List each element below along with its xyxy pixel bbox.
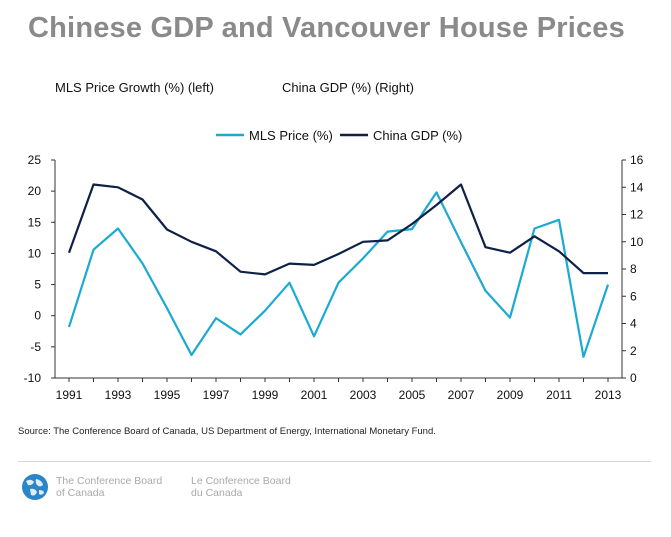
footer-org-name-fr: Le Conference Board du Canada bbox=[191, 475, 291, 499]
left-tick-label: -10 bbox=[24, 371, 42, 385]
china-gdp-series-line bbox=[67, 183, 608, 276]
left-tick-label: 25 bbox=[28, 153, 42, 167]
right-tick-label: 0 bbox=[630, 371, 637, 385]
x-tick-label: 2011 bbox=[546, 388, 572, 402]
right-tick-label: 10 bbox=[630, 235, 644, 249]
right-tick-label: 4 bbox=[630, 317, 637, 331]
x-tick-label: 1993 bbox=[105, 388, 132, 402]
x-tick-label: 2005 bbox=[399, 388, 426, 402]
footer-org-name-en: The Conference Board of Canada bbox=[56, 475, 162, 499]
left-tick-label: 10 bbox=[28, 246, 42, 260]
x-tick-label: 2007 bbox=[448, 388, 475, 402]
x-tick-label: 1991 bbox=[56, 388, 83, 402]
chart-legend: MLS Price (%) China GDP (%) bbox=[216, 128, 462, 143]
line-chart: MLS Price (%) China GDP (%) 2520151050-5-… bbox=[24, 128, 644, 402]
chart-series bbox=[67, 183, 610, 358]
right-tick-label: 16 bbox=[630, 153, 644, 167]
x-tick-label: 1999 bbox=[252, 388, 279, 402]
footer-fr-line1: Le Conference Board bbox=[191, 475, 291, 487]
x-tick-label: 1997 bbox=[203, 388, 230, 402]
right-tick-label: 6 bbox=[630, 289, 637, 303]
footer-fr-line2: du Canada bbox=[191, 487, 243, 499]
left-axis-ticks: 25 20 15 10 5 0 -5 -10 bbox=[24, 153, 55, 385]
legend-china-gdp-label: China GDP (%) bbox=[373, 128, 462, 143]
right-axis-note: China GDP (%) (Right) bbox=[282, 80, 414, 95]
page-title: Chinese GDP and Vancouver House Prices bbox=[28, 12, 625, 44]
chart-axes bbox=[54, 160, 623, 379]
left-tick-label: -5 bbox=[30, 340, 41, 354]
mls-price-series-line bbox=[67, 191, 610, 358]
left-tick-label: 0 bbox=[34, 309, 41, 323]
legend-mls-price-label: MLS Price (%) bbox=[249, 128, 333, 143]
x-tick-label: 2001 bbox=[301, 388, 328, 402]
x-axis-ticks: 1991 1993 1995 1997 1999 2001 2003 2005 2007 2009… bbox=[56, 378, 622, 402]
x-tick-label: 2003 bbox=[350, 388, 377, 402]
left-axis-note: MLS Price Growth (%) (left) bbox=[55, 80, 214, 95]
x-tick-label: 1995 bbox=[154, 388, 181, 402]
left-tick-label: 20 bbox=[28, 184, 42, 198]
x-tick-label: 2009 bbox=[497, 388, 524, 402]
right-tick-label: 2 bbox=[630, 344, 637, 358]
footer-en-line2: of Canada bbox=[56, 487, 105, 499]
right-tick-label: 14 bbox=[630, 180, 644, 194]
footer-en-line1: The Conference Board bbox=[56, 475, 163, 487]
right-axis-ticks: 16 14 12 10 8 6 4 2 0 bbox=[622, 153, 644, 385]
source-note: Source: The Conference Board of Canada, … bbox=[18, 426, 436, 437]
globe-logo-icon bbox=[22, 474, 48, 500]
left-tick-label: 15 bbox=[28, 215, 42, 229]
left-tick-label: 5 bbox=[34, 278, 41, 292]
right-tick-label: 8 bbox=[630, 262, 637, 276]
right-tick-label: 12 bbox=[630, 208, 644, 222]
footer-divider bbox=[18, 461, 651, 462]
x-tick-label: 2013 bbox=[595, 388, 622, 402]
